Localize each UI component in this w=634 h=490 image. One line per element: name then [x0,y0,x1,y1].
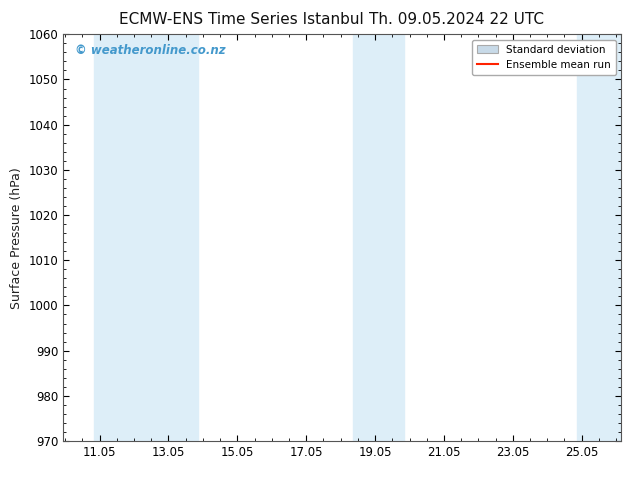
Text: ECMW-ENS Time Series Istanbul: ECMW-ENS Time Series Istanbul [119,12,363,27]
Bar [94,34,146,441]
Text: © weatheronline.co.nz: © weatheronline.co.nz [75,45,225,57]
Bar [146,34,198,441]
Text: Th. 09.05.2024 22 UTC: Th. 09.05.2024 22 UTC [369,12,544,27]
Bar [576,34,621,441]
Legend: Standard deviation, Ensemble mean run: Standard deviation, Ensemble mean run [472,40,616,75]
Y-axis label: Surface Pressure (hPa): Surface Pressure (hPa) [10,167,23,309]
Bar [353,34,404,441]
